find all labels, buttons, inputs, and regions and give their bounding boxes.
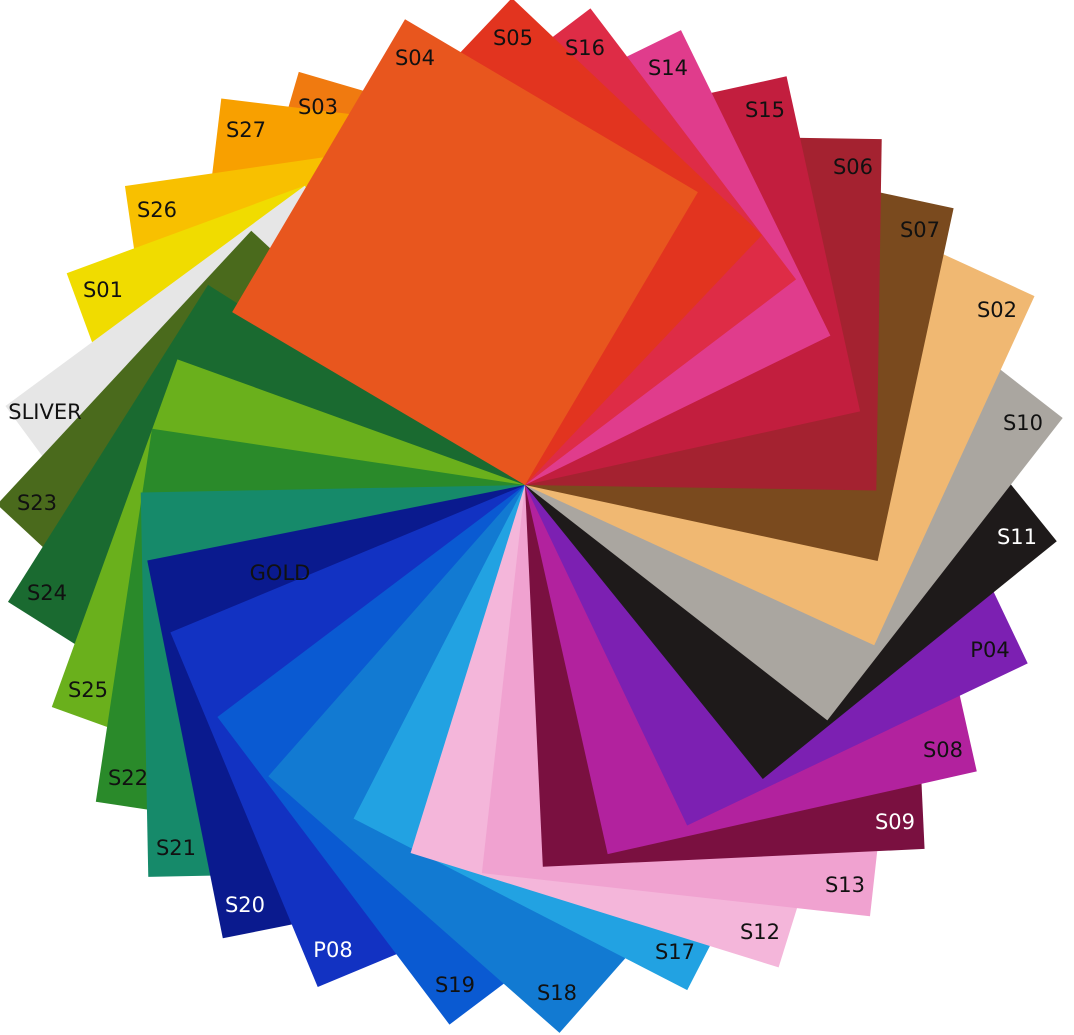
sheet-label: P08 xyxy=(313,938,353,962)
sheet-label: SLIVER xyxy=(8,400,82,424)
sheet-label: S26 xyxy=(136,198,178,222)
sheet-label: S05 xyxy=(492,26,534,50)
sheet-label: S02 xyxy=(976,298,1018,322)
sheet-label: S27 xyxy=(225,118,267,142)
sheet-label: S23 xyxy=(16,491,58,515)
sheet-label: S14 xyxy=(647,56,689,80)
sheet-label: S09 xyxy=(874,810,916,834)
sheet-s04 xyxy=(232,19,698,486)
sheet-label: S20 xyxy=(224,893,266,917)
sheet-label: S01 xyxy=(82,278,124,302)
sheet-label: S12 xyxy=(739,920,781,944)
sheet-label: S07 xyxy=(899,218,941,242)
sheet-label: S08 xyxy=(922,738,964,762)
sheet-label: S17 xyxy=(654,940,696,964)
sheet-label: S10 xyxy=(1002,411,1044,435)
sheet-label: S21 xyxy=(155,836,197,860)
sheet-label: S25 xyxy=(67,678,109,702)
sheet-label: S06 xyxy=(832,155,874,179)
sheet-label: S18 xyxy=(536,981,578,1005)
sheet-label: S15 xyxy=(744,98,786,122)
sheet-label: S16 xyxy=(564,36,606,60)
sheet-label: S04 xyxy=(394,46,436,70)
sheet-label: S22 xyxy=(107,766,149,790)
sheet-label: S13 xyxy=(824,873,866,897)
sheet-label: S03 xyxy=(297,95,339,119)
sheet-label: S24 xyxy=(26,581,68,605)
sheet-label: GOLD xyxy=(249,561,311,585)
sheet-label: S11 xyxy=(996,525,1038,549)
sheet-label: S19 xyxy=(434,973,476,997)
sheet-label: P04 xyxy=(970,638,1010,662)
